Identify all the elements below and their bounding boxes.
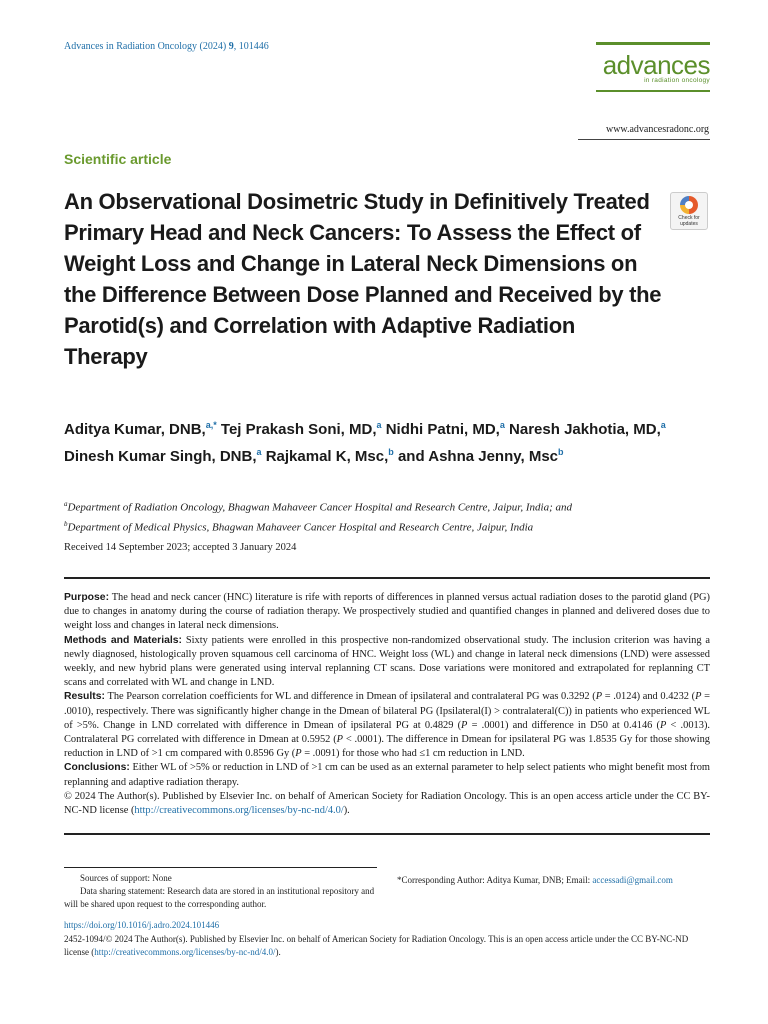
- author-affiliation-marker[interactable]: b: [388, 447, 394, 457]
- author-list: Aditya Kumar, DNB,a,* Tej Prakash Soni, …: [64, 414, 704, 468]
- abstract-copyright: © 2024 The Author(s). Published by Elsev…: [64, 790, 710, 817]
- check-for-updates-label: Check for updates: [678, 215, 700, 227]
- bottom-license-link[interactable]: http://creativecommons.org/licenses/by-n…: [94, 947, 276, 957]
- article-section-label: Scientific article: [64, 151, 172, 167]
- affiliations: aDepartment of Radiation Oncology, Bhagw…: [64, 496, 714, 535]
- author-affiliation-marker[interactable]: b: [558, 447, 564, 457]
- check-for-updates-button[interactable]: Check for updates: [670, 192, 708, 230]
- journal-website-link[interactable]: www.advancesradonc.org: [605, 124, 709, 135]
- received-dates: Received 14 September 2023; accepted 3 J…: [64, 542, 297, 553]
- author-name[interactable]: Tej Prakash Soni, MD,: [220, 421, 377, 438]
- article-number: , 101446: [233, 41, 269, 52]
- author-separator: and: [393, 448, 429, 465]
- crossmark-icon: [680, 196, 698, 214]
- abstract-bottom-rule: [64, 833, 710, 835]
- support-note: Sources of support: None: [80, 873, 172, 883]
- footnote-rule: [64, 867, 377, 868]
- author-affiliation-marker[interactable]: a: [256, 447, 262, 457]
- header-divider: [578, 139, 710, 140]
- author-affiliation-marker[interactable]: a: [376, 420, 382, 430]
- logo-bottom-bar: [596, 90, 710, 92]
- author-affiliation-marker[interactable]: a,*: [205, 420, 217, 430]
- journal-logo[interactable]: advances in radiation oncology: [596, 42, 711, 92]
- author-name[interactable]: Rajkamal K, Msc,: [265, 448, 389, 465]
- author-name[interactable]: Aditya Kumar, DNB,: [64, 421, 206, 438]
- logo-wordmark: advances: [602, 50, 711, 80]
- author-name[interactable]: Naresh Jakhotia, MD,: [509, 421, 661, 438]
- journal-citation[interactable]: Advances in Radiation Oncology (2024) 9,…: [64, 41, 269, 52]
- author-name[interactable]: Dinesh Kumar Singh, DNB,: [64, 448, 257, 465]
- doi-link[interactable]: https://doi.org/10.1016/j.adro.2024.1014…: [64, 920, 220, 930]
- abstract-conclusions: Conclusions: Either WL of >5% or reducti…: [64, 762, 710, 788]
- issn-license-line: 2452-1094/© 2024 The Author(s). Publishe…: [64, 934, 689, 957]
- author-name[interactable]: Nidhi Patni, MD,: [385, 421, 500, 438]
- abstract-results: Results: The Pearson correlation coeffic…: [64, 691, 710, 760]
- journal-volume: 9: [228, 41, 234, 52]
- author-affiliation-marker[interactable]: a: [660, 420, 666, 430]
- journal-name: Advances in Radiation Oncology (2024): [64, 41, 227, 52]
- data-sharing-note: Data sharing statement: Research data ar…: [64, 886, 375, 909]
- abstract-top-rule: [64, 577, 710, 579]
- logo-top-bar: [596, 42, 710, 45]
- author-name[interactable]: Ashna Jenny, Msc: [428, 448, 558, 465]
- article-title: An Observational Dosimetric Study in Def…: [64, 189, 662, 369]
- author-affiliation-marker[interactable]: a: [499, 420, 505, 430]
- abstract-purpose: Purpose: The head and neck cancer (HNC) …: [64, 592, 710, 632]
- corresponding-author-note: *Corresponding Author: Aditya Kumar, DNB…: [397, 875, 673, 885]
- corresponding-email-link[interactable]: accessadi@gmail.com: [592, 875, 673, 885]
- footnotes-left: Sources of support: None Data sharing st…: [64, 872, 377, 911]
- logo-subtitle: in radiation oncology: [644, 77, 710, 84]
- license-link[interactable]: http://creativecommons.org/licenses/by-n…: [134, 805, 344, 817]
- affiliation-a: aDepartment of Radiation Oncology, Bhagw…: [64, 500, 573, 514]
- abstract: Purpose: The head and neck cancer (HNC) …: [64, 591, 710, 818]
- abstract-methods: Methods and Materials: Sixty patients we…: [64, 634, 710, 689]
- affiliation-b: bDepartment of Medical Physics, Bhagwan …: [64, 519, 534, 534]
